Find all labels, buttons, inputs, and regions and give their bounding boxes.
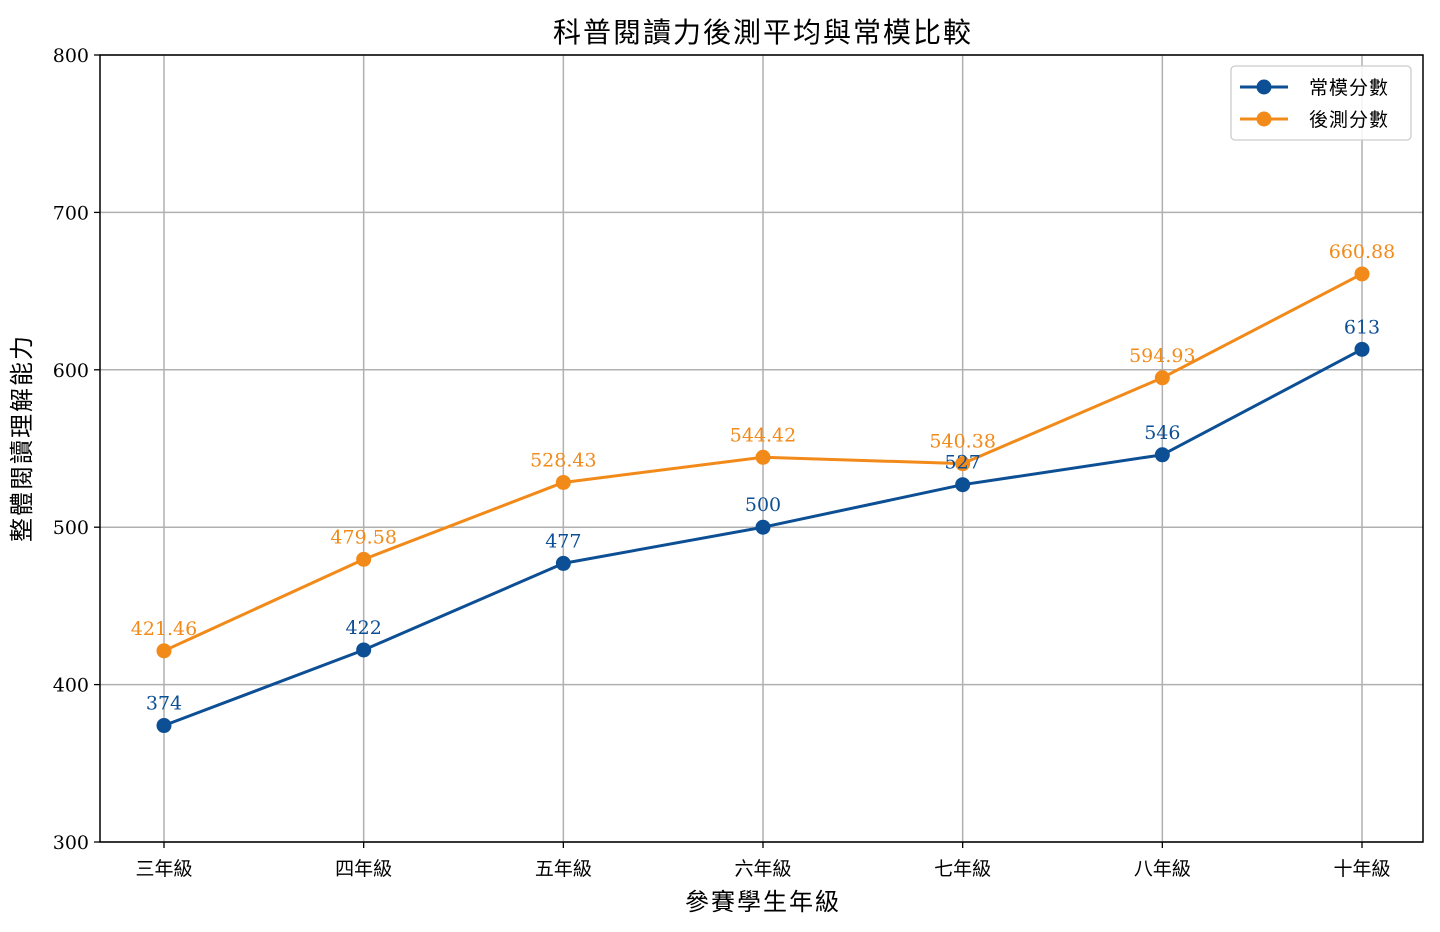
data-label: 613 <box>1344 316 1380 338</box>
y-axis-label: 整體閱讀理解能力 <box>8 334 36 542</box>
legend-box <box>1230 65 1412 141</box>
axis-ticks: 三年級 四年級 五年級 六年級 七年級 八年級 十年級 300 400 500 600 700 800 <box>53 45 1391 880</box>
data-label: 546 <box>1144 422 1180 444</box>
legend-label: 後測分數 <box>1309 109 1389 131</box>
data-label: 527 <box>945 452 981 474</box>
data-label: 374 <box>146 693 182 715</box>
data-point <box>955 456 971 472</box>
chart-title: 科普閱讀力後測平均與常模比較 <box>553 16 973 49</box>
data-point <box>755 449 771 465</box>
y-tick-label: 500 <box>53 517 89 539</box>
data-point <box>156 718 172 734</box>
data-point <box>356 642 372 658</box>
data-point <box>1354 266 1370 282</box>
data-point <box>156 643 172 659</box>
data-label: 544.42 <box>730 424 796 446</box>
data-label: 421.46 <box>131 618 197 640</box>
data-point <box>1154 447 1170 463</box>
x-tick-label: 三年級 <box>135 858 192 880</box>
data-point <box>1154 370 1170 386</box>
y-tick-label: 800 <box>53 45 89 67</box>
legend-marker <box>1256 79 1272 95</box>
data-label: 528.43 <box>530 449 596 471</box>
data-label: 477 <box>545 530 581 552</box>
y-tick-label: 300 <box>53 832 89 854</box>
data-label: 594.93 <box>1129 345 1195 367</box>
data-point <box>755 519 771 535</box>
y-tick-label: 700 <box>53 202 89 224</box>
data-point <box>1354 341 1370 357</box>
y-tick-label: 400 <box>53 675 89 697</box>
plot-frame <box>99 54 1424 843</box>
data-point <box>356 551 372 567</box>
legend-marker <box>1256 111 1272 127</box>
data-label: 422 <box>346 617 382 639</box>
x-tick-label: 八年級 <box>1134 858 1191 880</box>
y-tick-label: 600 <box>53 360 89 382</box>
data-point <box>555 474 571 490</box>
data-labels: 374 422 477 500 527 546 613 421.46 479.58 528.43 5… <box>131 241 1395 715</box>
legend-label: 常模分數 <box>1309 77 1389 99</box>
data-label: 500 <box>745 494 781 516</box>
data-label: 540.38 <box>929 431 995 453</box>
x-tick-label: 十年級 <box>1333 858 1390 880</box>
data-point <box>955 477 971 493</box>
x-axis-label: 參賽學生年級 <box>685 888 841 916</box>
x-tick-label: 七年級 <box>934 858 991 880</box>
x-tick-label: 四年級 <box>335 858 392 880</box>
data-point <box>555 555 571 571</box>
series-layer <box>156 266 1370 734</box>
x-tick-label: 六年級 <box>734 858 791 880</box>
data-label: 479.58 <box>330 526 396 548</box>
data-label: 660.88 <box>1329 241 1395 263</box>
x-tick-label: 五年級 <box>535 858 592 880</box>
